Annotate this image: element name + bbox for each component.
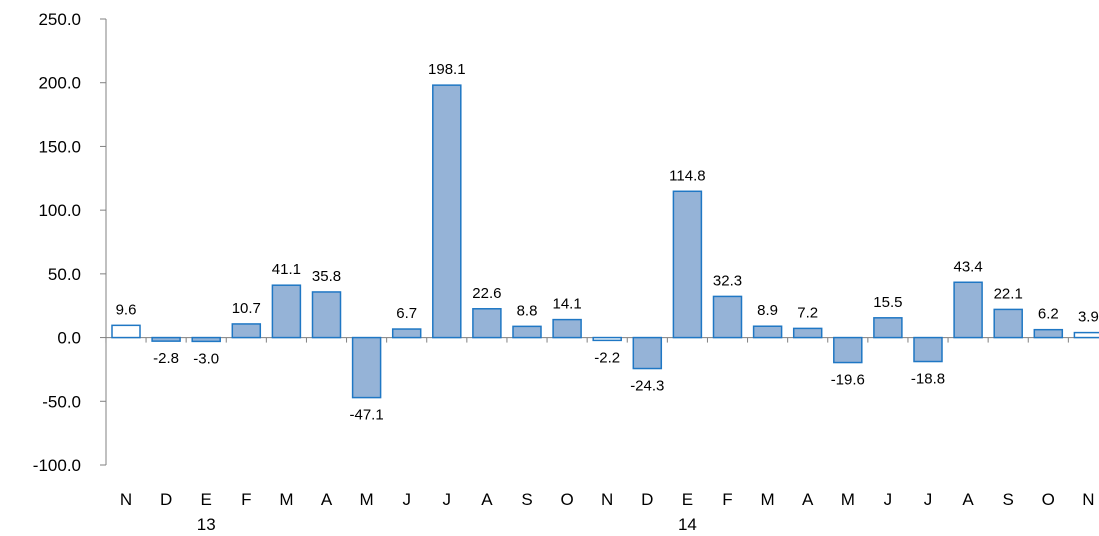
bar	[311, 291, 342, 339]
category-label: E	[682, 490, 693, 509]
data-label: 3.9	[1078, 309, 1099, 326]
data-label: 114.8	[669, 167, 705, 184]
bar	[833, 336, 863, 364]
data-label: 22.1	[994, 285, 1023, 302]
data-label: -24.3	[630, 378, 664, 395]
bar	[1073, 331, 1099, 339]
category-label: D	[641, 490, 653, 509]
bar	[993, 308, 1023, 339]
data-label: -3.0	[193, 350, 219, 367]
data-label: 10.7	[232, 300, 261, 317]
data-label: -47.1	[349, 407, 383, 424]
data-label: 8.8	[517, 302, 538, 319]
data-label: 9.6	[116, 301, 137, 318]
bar	[351, 336, 382, 399]
data-labels: 9.6 -2.8 -3.0 10.7 41.1 35.8 -47.1 6.7 198.1 22.6…	[116, 61, 1099, 423]
bar	[953, 281, 983, 339]
category-label: A	[802, 490, 814, 509]
data-label: 198.1	[428, 61, 466, 78]
bar	[592, 336, 622, 342]
category-label: J	[884, 490, 893, 509]
data-label: -18.8	[911, 371, 945, 388]
y-tick-label: 0.0	[57, 329, 81, 348]
bar	[111, 324, 141, 339]
y-tick-label: 250.0	[38, 10, 81, 29]
bar	[231, 323, 262, 339]
y-tick-label: 200.0	[38, 74, 81, 93]
bar	[1033, 328, 1064, 339]
y-tick-label: 100.0	[38, 201, 81, 220]
bar	[391, 328, 422, 339]
category-label: N	[601, 490, 613, 509]
category-label: M	[841, 490, 855, 509]
category-label: O	[1042, 490, 1055, 509]
category-label: A	[962, 490, 974, 509]
data-label: -2.2	[594, 349, 620, 366]
category-label: O	[560, 490, 573, 509]
category-label: J	[924, 490, 933, 509]
y-axis: 250.0 200.0 150.0 100.0 50.0 0.0 -50.0 -100.0	[33, 10, 107, 475]
category-label: S	[1003, 490, 1014, 509]
data-label: 6.2	[1038, 306, 1059, 323]
y-tick-label: 150.0	[38, 137, 81, 156]
bars	[111, 84, 1099, 399]
bar	[512, 325, 542, 339]
bar	[552, 318, 582, 339]
data-label: 7.2	[797, 304, 818, 321]
category-label: F	[722, 490, 732, 509]
data-label: 22.6	[472, 285, 501, 302]
bar	[752, 325, 783, 339]
y-tick-label: 50.0	[48, 265, 81, 284]
category-label: E	[201, 490, 212, 509]
bar	[151, 336, 181, 342]
bar	[271, 284, 302, 339]
year-label: 13	[197, 515, 216, 534]
category-label: M	[761, 490, 775, 509]
category-label: M	[360, 490, 374, 509]
category-label: J	[402, 490, 411, 509]
data-label: -2.8	[153, 350, 179, 367]
data-label: 14.1	[552, 296, 581, 313]
category-label: N	[120, 490, 132, 509]
y-tick-label: -50.0	[42, 392, 81, 411]
data-label: -19.6	[831, 372, 865, 389]
category-label: N	[1082, 490, 1094, 509]
year-label: 14	[678, 515, 697, 534]
category-label: A	[481, 490, 493, 509]
category-label: D	[160, 490, 172, 509]
data-label: 32.3	[713, 272, 742, 289]
data-label: 6.7	[396, 305, 417, 322]
bar	[191, 336, 221, 343]
data-label: 41.1	[272, 261, 301, 278]
y-tick-label: -100.0	[33, 456, 81, 475]
bar	[672, 190, 703, 339]
bar	[472, 308, 502, 339]
bar	[712, 295, 743, 339]
bar	[632, 336, 663, 370]
category-label: A	[321, 490, 333, 509]
bar	[792, 327, 823, 339]
year-labels: 13 14	[197, 515, 697, 534]
category-label: F	[241, 490, 251, 509]
category-label: S	[521, 490, 532, 509]
data-label: 43.4	[953, 258, 982, 275]
data-label: 8.9	[757, 302, 778, 319]
bar	[873, 317, 903, 339]
category-label: M	[279, 490, 293, 509]
bar	[432, 84, 462, 339]
data-label: 15.5	[873, 294, 902, 311]
category-label: J	[443, 490, 452, 509]
data-label: 35.8	[312, 268, 341, 285]
bar	[913, 336, 943, 363]
